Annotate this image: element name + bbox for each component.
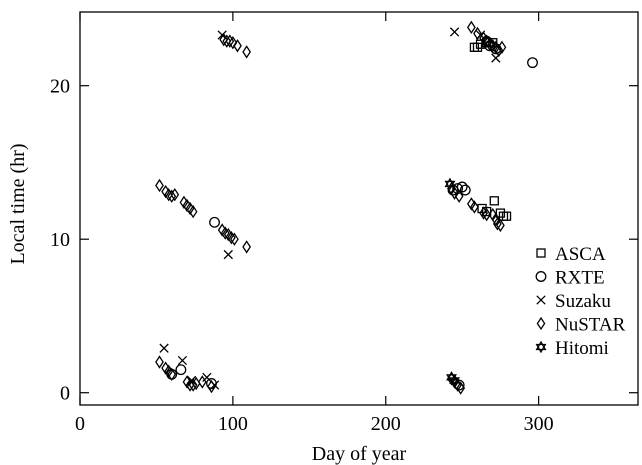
point-nustar	[242, 45, 252, 59]
legend-label-hitomi: Hitomi	[555, 338, 609, 359]
series-suzaku	[159, 27, 501, 390]
point-suzaku	[186, 375, 197, 386]
point-suzaku	[202, 372, 212, 383]
point-nustar	[197, 375, 207, 389]
y-axis-label: Local time (hr)	[7, 143, 29, 264]
x-tick-label: 200	[371, 413, 401, 435]
point-nustar	[456, 381, 466, 395]
point-nustar	[188, 378, 198, 392]
point-nustar	[450, 186, 459, 200]
point-nustar	[473, 26, 482, 41]
y-tick-label: 20	[50, 76, 70, 98]
data-points	[155, 20, 538, 395]
point-suzaku	[223, 249, 233, 260]
point-nustar	[496, 218, 505, 233]
point-asca	[472, 42, 483, 52]
axis-ticks: 0 100 200 300 0 10 20	[50, 12, 638, 435]
legend-marker-hitomi	[535, 340, 547, 354]
point-nustar	[482, 207, 492, 222]
point-rxte	[527, 57, 538, 69]
point-rxte	[209, 216, 220, 228]
point-hitomi	[444, 177, 456, 191]
point-nustar	[470, 200, 479, 214]
point-asca	[501, 211, 512, 221]
point-nustar	[207, 379, 216, 394]
point-nustar	[228, 36, 238, 50]
point-suzaku	[449, 27, 460, 37]
point-nustar	[167, 189, 177, 203]
legend-marker-nustar	[536, 316, 546, 331]
point-nustar	[230, 232, 239, 246]
x-tick-label: 300	[524, 413, 554, 435]
x-tick-label: 0	[75, 413, 85, 435]
plot-frame	[79, 11, 639, 406]
series-nustar	[155, 20, 507, 395]
legend-label-suzaku: Suzaku	[555, 291, 611, 312]
legend-marker-suzaku	[536, 295, 546, 305]
legend-marker-rxte	[535, 271, 547, 282]
x-axis-label: Day of year	[312, 443, 407, 465]
y-tick-label: 0	[60, 383, 70, 405]
point-nustar	[222, 34, 232, 48]
x-tick-label: 100	[218, 413, 248, 435]
legend-label-rxte: RXTE	[555, 268, 605, 289]
point-nustar	[454, 189, 464, 203]
legend-marker-asca	[536, 248, 546, 258]
plot-border	[79, 11, 639, 406]
point-nustar	[188, 204, 198, 219]
legend-label-asca: ASCA	[555, 244, 606, 265]
point-nustar	[167, 367, 177, 381]
point-nustar	[494, 43, 504, 58]
point-nustar	[242, 240, 252, 254]
point-nustar	[491, 212, 501, 226]
series-hitomi	[444, 177, 461, 387]
point-suzaku	[177, 355, 188, 366]
point-suzaku	[159, 343, 169, 353]
point-hitomi	[449, 374, 461, 387]
point-rxte	[456, 181, 468, 193]
point-nustar	[233, 39, 242, 53]
point-rxte	[459, 184, 471, 196]
series-asca	[469, 38, 512, 221]
point-rxte	[175, 364, 187, 376]
point-asca	[498, 211, 509, 221]
point-asca	[469, 42, 480, 52]
point-nustar	[155, 355, 164, 369]
y-tick-label: 10	[50, 229, 70, 251]
point-nustar	[497, 40, 507, 54]
legend-label-nustar: NuSTAR	[555, 315, 626, 336]
point-nustar	[170, 187, 180, 202]
point-asca	[495, 208, 506, 218]
point-nustar	[155, 178, 164, 193]
point-nustar	[466, 20, 476, 35]
point-asca	[489, 196, 499, 206]
